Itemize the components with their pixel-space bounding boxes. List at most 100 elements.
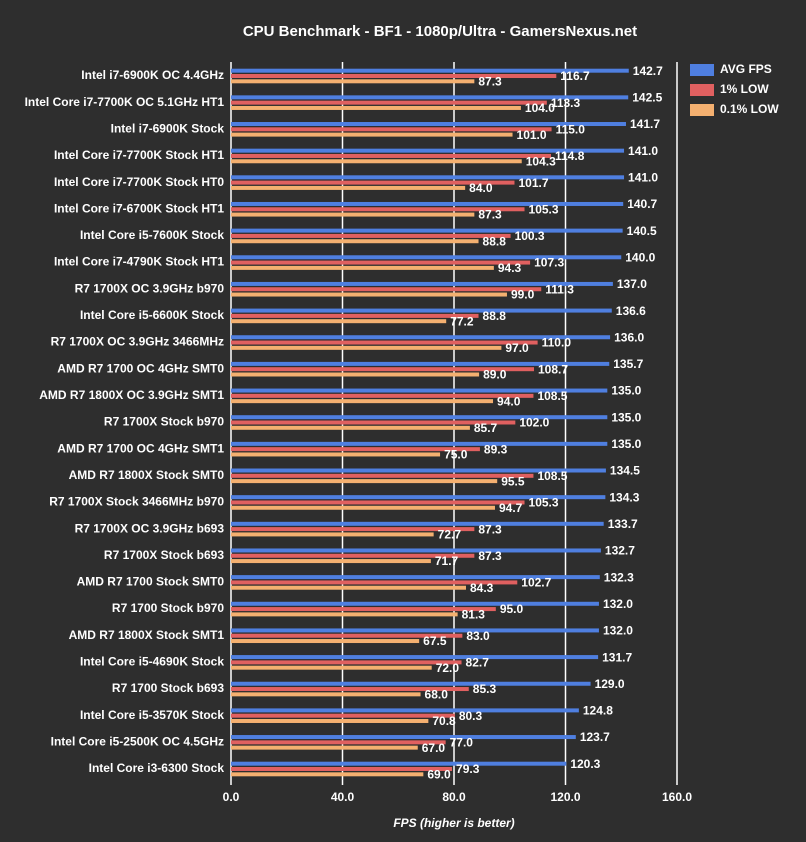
y-tick-label: Intel Core i5-7600K Stock [80, 228, 224, 242]
value-label: 85.7 [474, 421, 498, 435]
bar [231, 153, 552, 158]
x-tick-label: 0.0 [223, 790, 240, 804]
value-label: 141.7 [630, 117, 660, 131]
bar [231, 655, 599, 660]
value-label: 134.5 [610, 464, 640, 478]
bar [231, 148, 625, 153]
y-tick-label: Intel Core i7-7700K Stock HT1 [54, 148, 224, 162]
bar [231, 340, 538, 345]
legend-label: 1% LOW [720, 82, 769, 96]
value-label: 113.3 [551, 96, 581, 110]
legend-swatch [690, 64, 714, 76]
bar [231, 319, 447, 324]
value-label: 84.3 [470, 581, 494, 595]
y-tick-label: R7 1700X Stock b970 [104, 415, 224, 429]
value-label: 141.0 [628, 144, 658, 158]
value-label: 69.0 [427, 767, 451, 781]
bar [231, 292, 507, 297]
value-label: 102.0 [519, 416, 549, 430]
bar [231, 559, 431, 564]
value-label: 141.0 [628, 170, 658, 184]
value-label: 94.0 [497, 394, 521, 408]
y-tick-label: AMD R7 1800X Stock SMT0 [69, 468, 225, 482]
value-label: 140.5 [627, 224, 657, 238]
bar [231, 708, 579, 713]
value-label: 68.0 [425, 688, 449, 702]
value-label: 132.3 [604, 570, 634, 584]
value-label: 123.7 [580, 730, 610, 744]
bar [231, 281, 613, 286]
value-label: 114.8 [555, 149, 585, 163]
bar [231, 233, 511, 238]
bar [231, 228, 623, 233]
bar [231, 260, 531, 265]
chart-title: CPU Benchmark - BF1 - 1080p/Ultra - Game… [243, 23, 637, 40]
value-label: 67.5 [423, 634, 447, 648]
value-label: 97.0 [505, 341, 529, 355]
legend-swatch [690, 104, 714, 116]
value-label: 137.0 [617, 277, 647, 291]
y-tick-label: Intel Core i7-6700K Stock HT1 [54, 201, 224, 215]
value-label: 132.7 [605, 544, 635, 558]
y-tick-label: Intel Core i5-6600K Stock [80, 308, 224, 322]
value-label: 104.3 [526, 154, 556, 168]
value-label: 132.0 [603, 597, 633, 611]
bar [231, 441, 608, 446]
bar [231, 420, 516, 425]
y-tick-label: AMD R7 1700 Stock SMT0 [77, 575, 225, 589]
bar [231, 527, 475, 532]
bar [231, 639, 420, 644]
bar [231, 681, 591, 686]
value-label: 135.0 [611, 437, 641, 451]
bar [231, 521, 604, 526]
bar [231, 532, 434, 537]
bar [231, 718, 429, 723]
value-label: 105.3 [529, 496, 559, 510]
value-label: 108.7 [538, 362, 568, 376]
bar [231, 687, 469, 692]
bar [231, 500, 525, 505]
value-label: 107.3 [534, 256, 564, 270]
bar [231, 201, 624, 206]
bar [231, 735, 576, 740]
value-label: 87.3 [478, 208, 502, 222]
value-label: 129.0 [595, 677, 625, 691]
bar [231, 473, 534, 478]
value-label: 120.3 [570, 757, 600, 771]
y-tick-label: AMD R7 1800X Stock SMT1 [69, 628, 225, 642]
value-label: 100.3 [515, 229, 545, 243]
bar [231, 495, 606, 500]
bar [231, 68, 629, 73]
value-label: 108.5 [537, 469, 567, 483]
bar [231, 313, 479, 318]
value-label: 105.3 [529, 202, 559, 216]
value-label: 135.0 [611, 410, 641, 424]
x-tick-label: 120.0 [550, 790, 580, 804]
value-label: 77.0 [450, 736, 474, 750]
y-tick-label: R7 1700X OC 3.9GHz 3466MHz [51, 335, 224, 349]
value-label: 136.0 [614, 330, 644, 344]
x-tick-label: 80.0 [442, 790, 466, 804]
value-label: 77.2 [450, 314, 474, 328]
bar [231, 265, 494, 270]
y-tick-label: R7 1700 Stock b970 [112, 601, 224, 615]
x-tick-label: 160.0 [662, 790, 692, 804]
value-label: 101.0 [517, 128, 547, 142]
y-tick-label: Intel i7-6900K Stock [111, 121, 225, 135]
bar [231, 159, 522, 164]
x-tick-label: 40.0 [331, 790, 355, 804]
value-label: 71.7 [435, 554, 459, 568]
bar [231, 79, 475, 84]
value-label: 95.5 [501, 474, 525, 488]
bar [231, 601, 599, 606]
value-label: 82.7 [466, 656, 490, 670]
bar [231, 479, 498, 484]
value-label: 142.5 [632, 91, 662, 105]
y-tick-label: Intel Core i3-6300 Stock [89, 761, 225, 775]
legend-label: AVG FPS [720, 62, 772, 76]
bar [231, 393, 534, 398]
value-label: 79.3 [456, 762, 480, 776]
bar [231, 372, 480, 377]
y-tick-label: Intel Core i7-7700K OC 5.1GHz HT1 [25, 95, 225, 109]
